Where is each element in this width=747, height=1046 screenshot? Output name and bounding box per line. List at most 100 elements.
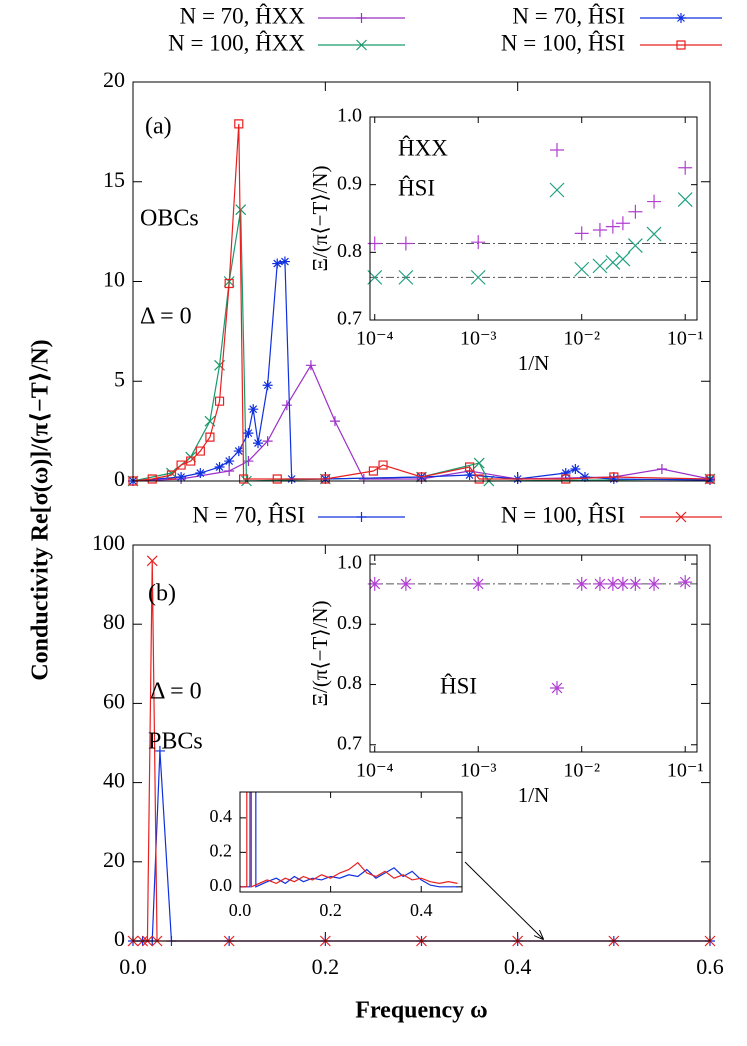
point [678, 160, 693, 175]
annotation: (b) [148, 581, 176, 607]
annotation: (a) [145, 114, 172, 140]
legend-label: N = 100, ĤSI [501, 30, 625, 55]
series-line [240, 792, 458, 888]
point [272, 474, 282, 484]
point [320, 474, 330, 484]
point [678, 575, 693, 590]
y-tick-label: 20 [103, 847, 125, 872]
point [677, 192, 693, 207]
point [605, 576, 620, 591]
y-tick-label: 1.0 [337, 105, 362, 127]
point [147, 474, 157, 484]
point [128, 476, 138, 486]
point [368, 466, 379, 476]
point [166, 467, 177, 479]
point [628, 204, 643, 219]
x-tick-label: 10⁻¹ [667, 328, 704, 350]
legend-marker [356, 39, 367, 51]
point [615, 251, 631, 267]
point [205, 432, 215, 442]
x-tick-label: 0.2 [312, 954, 340, 979]
point [238, 474, 249, 484]
x-tick-label: 0.0 [229, 900, 252, 920]
legend-marker [356, 512, 367, 522]
x-axis-label: 1/N [518, 783, 550, 807]
legend-marker [550, 681, 564, 695]
y-tick-label: 0.9 [337, 612, 362, 634]
point [615, 216, 630, 231]
point [176, 472, 187, 483]
point [474, 474, 484, 484]
legend-label: N = 70, ĤSI [512, 3, 625, 28]
point [398, 576, 413, 591]
x-tick-label: 0.4 [504, 954, 532, 979]
point [615, 576, 630, 591]
point [473, 457, 485, 469]
annotation: Δ = 0 [140, 304, 192, 330]
legend-marker [676, 40, 686, 50]
point [574, 261, 590, 277]
y-tick-label: 0.7 [337, 308, 362, 330]
legend-label: N = 100, ĤSI [501, 502, 625, 527]
point [378, 460, 388, 470]
plot-frame [132, 544, 711, 942]
point [592, 258, 608, 274]
y-axis-label: Conductivity Re[σ(ω)]/(π⟨−T⟩/N) [28, 339, 54, 680]
point [233, 446, 244, 457]
point [214, 396, 225, 406]
y-tick-label: 15 [103, 167, 125, 192]
point [579, 472, 590, 483]
point [656, 464, 667, 475]
point [176, 460, 186, 470]
x-tick-label: 10⁻² [563, 328, 600, 350]
x-tick-label: 0.0 [119, 954, 147, 979]
y-axis-label: Ξ/(π⟨−T⟩/N) [308, 166, 332, 272]
y-tick-label: 0.9 [337, 172, 362, 194]
plot-area [367, 575, 693, 591]
y-tick-label: 1.0 [337, 552, 362, 574]
point [398, 269, 414, 285]
legend-marker [356, 13, 367, 23]
point [464, 462, 475, 472]
x-tick-label: 10⁻¹ [667, 760, 704, 782]
point [224, 466, 235, 477]
legend-label: ĤSI [398, 175, 435, 200]
point [570, 464, 581, 475]
point [647, 194, 662, 209]
point [471, 235, 486, 250]
legend-marker [675, 511, 687, 523]
point [471, 576, 486, 591]
annotation: PBCs [148, 729, 203, 755]
plot-area [367, 160, 693, 285]
point [592, 576, 607, 591]
point [358, 474, 369, 485]
point [627, 238, 643, 253]
point [628, 576, 643, 591]
legend-label: ĤSI [440, 673, 477, 698]
point [195, 446, 205, 456]
point [367, 576, 382, 591]
point [574, 576, 589, 591]
x-tick-label: 0.4 [410, 900, 433, 920]
zoom-arrow [464, 861, 543, 939]
point [224, 456, 235, 467]
plot-frame [369, 116, 698, 321]
point [647, 576, 662, 591]
point [235, 204, 247, 216]
series-line [132, 209, 711, 482]
x-axis-label: Frequency ω [355, 998, 487, 1024]
point [272, 258, 283, 269]
point [154, 745, 165, 756]
x-tick-label: 10⁻³ [460, 328, 497, 350]
annotation: OBCs [140, 206, 199, 232]
point [329, 416, 340, 427]
point [560, 468, 571, 479]
x-tick-label: 10⁻³ [460, 760, 497, 782]
plot-area [127, 119, 716, 487]
point [146, 555, 158, 567]
point [262, 436, 273, 447]
point [186, 456, 196, 466]
y-tick-label: 20 [103, 67, 125, 92]
y-tick-label: 0 [114, 926, 125, 951]
series-line [132, 260, 711, 482]
